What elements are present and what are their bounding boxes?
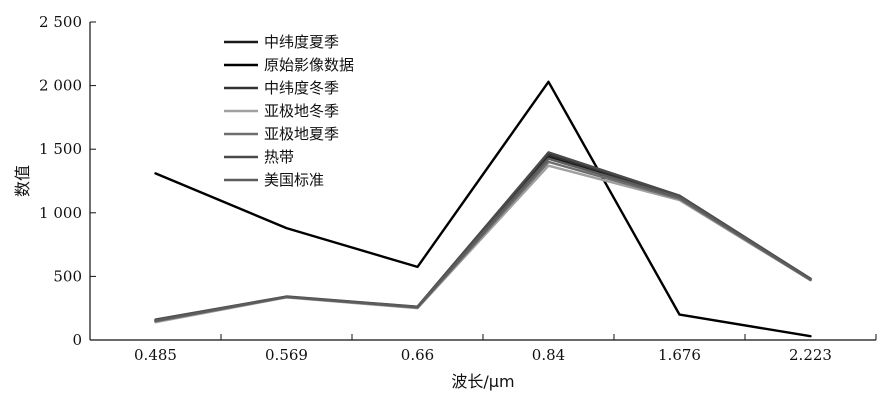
series-layer <box>154 80 812 338</box>
series-line-1 <box>154 80 812 338</box>
y-tick-label: 0 <box>72 331 82 349</box>
x-tick-label: 2.223 <box>789 346 832 364</box>
legend-label: 亚极地夏季 <box>264 125 339 143</box>
y-tick-label: 2 500 <box>39 13 82 31</box>
series-line-0 <box>154 155 812 323</box>
y-axis-title: 数值 <box>13 165 32 197</box>
x-tick-label: 0.485 <box>134 346 177 364</box>
legend-label: 中纬度冬季 <box>264 79 339 97</box>
y-tick-label: 1 500 <box>39 140 82 158</box>
legend-label: 美国标准 <box>264 171 324 189</box>
x-tick-label: 0.84 <box>532 346 565 364</box>
x-axis-title: 波长/μm <box>451 372 514 391</box>
axes: 0 500 1 000 1 500 2 000 2 500 0.485 0.569 0.66 0.… <box>39 13 877 364</box>
x-tick-label: 1.676 <box>658 346 701 364</box>
x-tick-label: 0.66 <box>401 346 434 364</box>
legend-label: 原始影像数据 <box>264 56 354 74</box>
legend-label: 中纬度夏季 <box>264 33 339 51</box>
legend-label: 热带 <box>264 148 294 166</box>
y-tick-label: 2 000 <box>39 77 82 95</box>
y-tick-label: 1 000 <box>39 204 82 222</box>
series-line-4 <box>154 160 812 323</box>
legend-label: 亚极地冬季 <box>264 102 339 120</box>
y-tick-label: 500 <box>53 267 82 285</box>
series-line-6 <box>154 157 812 322</box>
series-line-3 <box>154 164 812 324</box>
x-tick-label: 0.569 <box>265 346 308 364</box>
